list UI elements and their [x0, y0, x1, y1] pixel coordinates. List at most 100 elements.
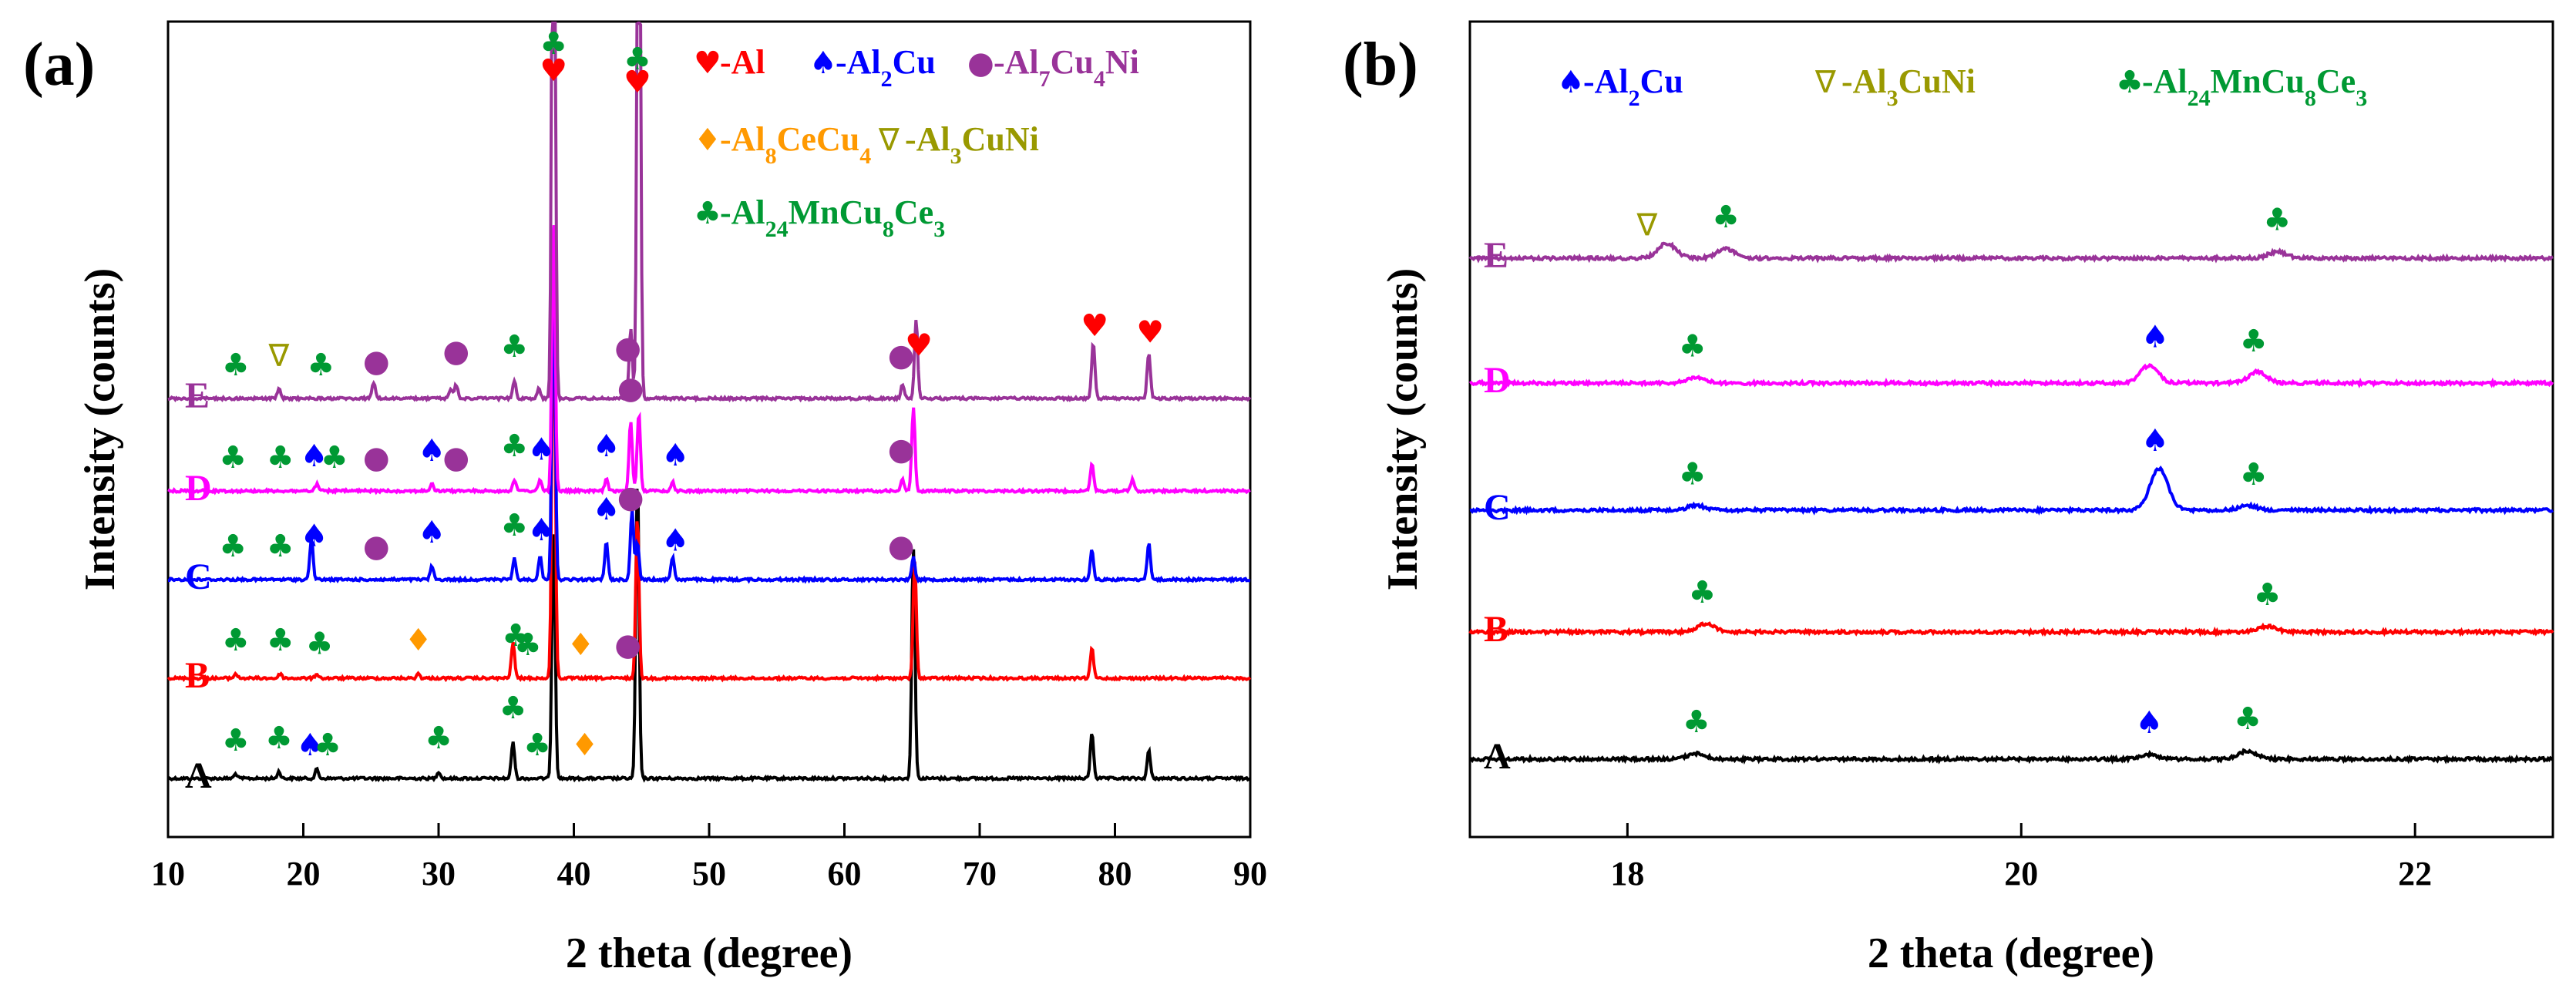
legend-symbol-0: ♥ [694, 45, 721, 81]
phase-marker-D-5: ♠ [418, 433, 446, 469]
x-tick-label-60: 60 [828, 855, 862, 892]
phase-marker-B-1: ♣ [2254, 577, 2282, 613]
phase-marker-C-2: ♠ [301, 519, 328, 554]
phase-marker-B-1: ♣ [267, 623, 294, 658]
phase-marker-A-4: ♣ [425, 721, 452, 756]
series-line-B [1468, 621, 2554, 637]
phase-marker-E-0: ∇ [1636, 207, 1658, 243]
phase-marker-E-1: ♣ [1712, 200, 1740, 235]
phase-marker-C-7: ♠ [593, 492, 620, 527]
phase-marker-C-10: ● [888, 529, 915, 564]
phase-marker-D-6: ● [442, 440, 469, 476]
sample-label-E: E [185, 375, 210, 416]
x-tick-label-10: 10 [151, 855, 185, 892]
panel-b-legend: ♠-Al2Cu ∇ -Al3CuNi ♣-Al24MnCu8Ce3 [1557, 62, 2367, 111]
phase-marker-E-2: ♣ [307, 348, 335, 383]
phase-marker-D-8: ♠ [527, 432, 555, 467]
phase-marker-B-0: ♣ [1689, 575, 1717, 610]
panel-a: (a) 2 theta (degree) Intensity (counts) … [23, 20, 1267, 977]
panel-b-label: (b) [1343, 31, 1418, 99]
panel-a-phase-markers: ♣ ♣ ♠♣ ♣♣♣ ♦♣ ♣ ♣ ♦ ♣♣ ♦ ●♣ ♣ ♠ ● ♠ ♣ ♠♠●♠ ●♣ ♣ ♠♣ ● ♠● ♣ ♠ ♠●♠ ●… [219, 26, 1164, 763]
sample-label-C: C [1484, 487, 1511, 528]
phase-marker-A-1: ♣ [265, 721, 293, 756]
top-marker-1: ♥ [540, 53, 567, 89]
phase-marker-E-5: ♣ [500, 329, 528, 365]
series-line-B [166, 277, 1252, 683]
panel-b: (b) 2 theta (degree) Intensity (counts) … [1343, 20, 2554, 977]
phase-marker-B-6: ♦ [567, 627, 594, 663]
phase-marker-A-0: ♣ [1683, 704, 1710, 740]
phase-marker-B-5: ♣ [514, 627, 542, 663]
panel-a-sample-labels: A B C D E [185, 375, 212, 796]
series-line-A [1469, 748, 2554, 765]
phase-marker-B-4: ♣ [502, 618, 530, 654]
panel-b-phase-markers: ♣ ♠ ♣ ♣ ♣ ♣ ♠ ♣ ♣ ♠ ♣ ∇ ♣ ♣ [1636, 200, 2292, 741]
phase-marker-C-6: ♠ [527, 513, 555, 548]
legend-text-4: -Al3CuNi [905, 120, 1039, 169]
top-marker-3: ♥ [624, 65, 651, 100]
legend-text-1: -Al3CuNi [1841, 62, 1976, 111]
phase-marker-E-4: ● [442, 334, 469, 369]
panel-a-xlabel: 2 theta (degree) [566, 929, 853, 977]
legend-text-2: -Al24MnCu8Ce3 [2142, 62, 2367, 111]
phase-marker-A-6: ♣ [523, 728, 551, 763]
legend-text-3: -Al8CeCu4 [720, 120, 871, 169]
panel-b-sample-labels: A B C D E [1484, 235, 1511, 777]
series-line-D [1468, 363, 2554, 389]
x-tick-label-50: 50 [692, 855, 726, 892]
phase-marker-A-7: ♦ [571, 728, 599, 763]
phase-marker-D-0: ♣ [219, 440, 247, 476]
panel-b-x-ticks: 18 20 22 [1610, 823, 2432, 892]
series-line-C [167, 268, 1251, 584]
legend-text-0: -Al [720, 43, 765, 81]
sample-label-A: A [1484, 736, 1511, 777]
legend-symbol-2: ♣ [2116, 65, 2144, 100]
phase-marker-A-2: ♠ [296, 728, 324, 763]
phase-marker-D-12: ● [888, 432, 915, 467]
series-line-D [167, 224, 1251, 496]
phase-marker-C-0: ♣ [219, 529, 247, 564]
phase-marker-D-10: ● [617, 371, 644, 406]
sample-label-D: D [185, 468, 212, 509]
phase-marker-D-9: ♠ [593, 429, 620, 464]
phase-marker-C-2: ♣ [2240, 457, 2268, 492]
sample-label-B: B [1484, 609, 1508, 650]
phase-marker-C-3: ● [363, 529, 390, 564]
legend-symbol-2: ● [967, 45, 994, 81]
phase-marker-C-4: ♠ [418, 515, 446, 550]
phase-marker-C-1: ♣ [267, 529, 294, 564]
phase-marker-D-2: ♣ [2240, 324, 2268, 359]
phase-marker-E-7: ● [888, 338, 915, 373]
phase-marker-B-7: ● [614, 627, 641, 663]
sample-label-D: D [1484, 360, 1511, 401]
legend-symbol-3: ♦ [694, 123, 721, 158]
phase-marker-C-0: ♣ [1679, 457, 1707, 492]
phase-marker-D-1: ♣ [267, 440, 294, 476]
x-tick-label-20: 20 [287, 855, 321, 892]
legend-text-2: -Al7Cu4Ni [994, 43, 1139, 92]
series-line-A [166, 489, 1251, 783]
phase-marker-E-8: ♥ [905, 328, 933, 364]
panel-b-xlabel: 2 theta (degree) [1868, 929, 2154, 977]
phase-marker-E-3: ● [363, 344, 390, 379]
phase-marker-A-2: ♣ [2234, 701, 2262, 737]
phase-marker-A-3: ♣ [314, 728, 341, 763]
phase-marker-D-4: ● [363, 440, 390, 476]
top-marker-0: ♣ [540, 26, 567, 62]
phase-marker-A-0: ♣ [222, 723, 250, 758]
phase-marker-E-9: ♥ [1081, 308, 1108, 344]
panel-a-label: (a) [23, 31, 95, 99]
phase-marker-E-1: ∇ [268, 338, 290, 374]
legend-text-0: -Al2Cu [1583, 62, 1683, 111]
x-tick-label-80: 80 [1098, 855, 1132, 892]
phase-marker-C-9: ♠ [661, 523, 689, 559]
x-tick-label-70: 70 [963, 855, 997, 892]
sample-label-A: A [185, 755, 212, 796]
phase-marker-A-1: ♠ [2135, 705, 2163, 741]
x-tick-label-22: 22 [2398, 855, 2432, 892]
panel-a-legend: ♥-Al ♠-Al2Cu ● -Al7Cu4Ni ♦-Al8CeCu4 ∇ -Al3CuNi… [694, 43, 1139, 242]
panel-b-series [1468, 241, 2554, 765]
legend-symbol-5: ♣ [694, 196, 721, 231]
legend-symbol-0: ♠ [1557, 65, 1585, 100]
